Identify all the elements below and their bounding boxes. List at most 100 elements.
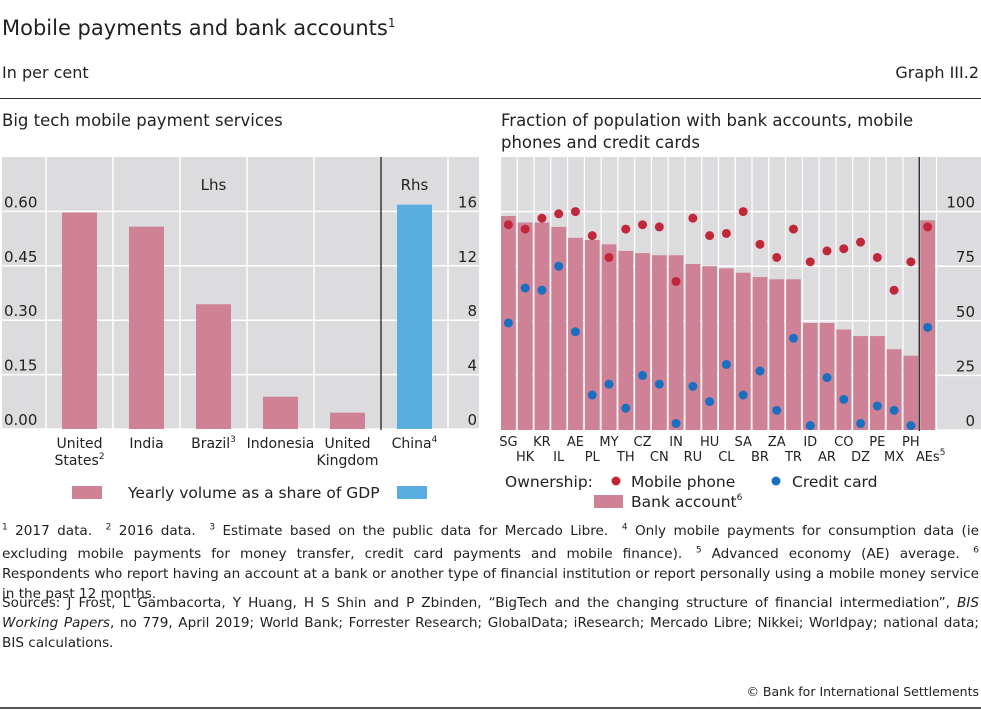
legend-credit-label: Credit card: [792, 473, 878, 491]
bank-account-bar-hk: [517, 222, 533, 430]
footnote-6: 6 Respondents who report having an accou…: [2, 545, 979, 603]
sources: Sources: J Frost, L Gambacorta, Y Huang,…: [2, 593, 979, 653]
credit-card-dot-aes: [923, 322, 933, 332]
bank-account-bar-in: [668, 255, 684, 430]
graph-id: Graph III.2: [895, 63, 979, 82]
rhs-tick-label: 12: [458, 248, 477, 266]
mobile-phone-dot-ph: [906, 257, 916, 267]
mobile-phone-dot-tr: [788, 224, 798, 234]
x-tick-label: KR: [533, 435, 551, 450]
x-tick-label: AEs5: [916, 448, 946, 465]
x-tick-label: Indonesia: [247, 436, 315, 452]
x-tick-label: States2: [54, 452, 104, 469]
bank-account-bar-dz: [853, 336, 868, 430]
bar-brazil: [196, 304, 231, 429]
mobile-phone-dot-ar: [822, 246, 832, 256]
x-tick-label: IN: [669, 435, 683, 450]
bank-account-bar-cl: [719, 268, 734, 430]
bar-china: [397, 204, 432, 429]
bank-account-bar-cz: [635, 253, 650, 430]
lhs-tick-label: 0.45: [4, 248, 37, 266]
bank-account-bar-id: [802, 322, 818, 430]
credit-card-dot-ar: [822, 373, 832, 383]
mobile-phone-dot-hu: [705, 231, 715, 241]
mobile-phone-dot-kr: [537, 213, 547, 223]
credit-card-dot-sa: [738, 390, 748, 400]
credit-card-dot-tr: [788, 333, 798, 343]
mobile-phone-dot-za: [772, 252, 782, 262]
lhs-axis-label: Lhs: [201, 176, 227, 194]
rhs-tick-label: 0: [467, 411, 477, 429]
bank-account-bar-kr: [534, 222, 550, 430]
rhs-axis-label: Rhs: [401, 176, 429, 194]
x-tick-label: HU: [700, 435, 719, 450]
lhs-tick-label: 0.30: [4, 302, 37, 320]
rhs-tick-label: 16: [458, 193, 477, 211]
mobile-phone-dot-pl: [587, 231, 597, 241]
x-tick-label: PL: [585, 450, 601, 465]
x-tick-label: CZ: [634, 435, 652, 450]
mobile-phone-dot-il: [554, 209, 564, 219]
x-tick-label: Brazil3: [191, 435, 236, 452]
credit-card-dot-cl: [721, 359, 731, 369]
rhs-tick-label: 8: [467, 302, 477, 320]
bank-account-bar-tr: [786, 279, 801, 430]
x-tick-label: CO: [834, 435, 853, 450]
x-tick-label: India: [129, 436, 163, 452]
credit-card-dot-pl: [587, 390, 597, 400]
mobile-phone-dot-co: [839, 244, 849, 254]
left-panel-title: Big tech mobile payment services: [2, 111, 283, 130]
bank-account-bar-hu: [702, 266, 718, 430]
x-tick-label: ZA: [768, 435, 786, 450]
credit-card-dot-il: [554, 261, 564, 271]
x-tick-label: TH: [616, 450, 635, 465]
mobile-phone-dot-id: [805, 257, 815, 267]
bar-india: [129, 226, 164, 429]
x-tick-label: TR: [784, 450, 802, 465]
legend-swatch-blue: [397, 486, 427, 499]
bank-account-bar-co: [836, 329, 852, 430]
credit-card-dot-my: [604, 379, 614, 389]
legend-mobile-dot: [611, 476, 621, 486]
mobile-phone-dot-my: [604, 252, 614, 262]
x-tick-label: PE: [869, 435, 885, 450]
mobile-phone-dot-th: [621, 224, 631, 234]
copyright: © Bank for International Settlements: [746, 684, 979, 699]
credit-card-dot-ph: [906, 421, 916, 431]
footnotes: 1 2017 data. 2 2016 data. 3 Estimate bas…: [2, 517, 979, 604]
graph-subtitle: In per cent: [2, 63, 89, 82]
bank-account-bar-pl: [584, 239, 600, 430]
sources-text: Sources: J Frost, L Gambacorta, Y Huang,…: [2, 595, 958, 611]
bank-account-bar-br: [752, 277, 768, 430]
credit-card-dot-id: [805, 421, 815, 431]
x-tick-label: MX: [884, 450, 904, 465]
credit-card-dot-ru: [688, 381, 698, 391]
y-tick-label: 50: [956, 303, 975, 321]
x-tick-label: PH: [902, 435, 920, 450]
x-tick-label: RU: [684, 450, 703, 465]
y-tick-label: 0: [965, 412, 975, 430]
mobile-phone-dot-ru: [688, 213, 698, 223]
x-tick-label: DZ: [851, 450, 870, 465]
mobile-phone-dot-br: [755, 239, 765, 249]
y-tick-label: 100: [946, 194, 975, 212]
credit-card-dot-dz: [856, 418, 866, 428]
bar-united: [62, 212, 97, 429]
x-tick-label: AR: [818, 450, 836, 465]
credit-card-dot-cz: [638, 370, 648, 380]
mobile-phone-dot-pe: [872, 252, 882, 262]
graph-title: Mobile payments and bank accounts1: [2, 16, 396, 40]
mobile-phone-dot-aes: [923, 222, 933, 232]
bar-united: [330, 412, 365, 429]
x-tick-label: CL: [718, 450, 735, 465]
bank-account-bar-ph: [903, 355, 919, 430]
lhs-tick-label: 0.15: [4, 357, 37, 375]
credit-card-dot-pe: [872, 401, 882, 411]
bottom-divider: [0, 707, 981, 709]
lhs-tick-label: 0.00: [4, 411, 37, 429]
sources-italic: BIS Working Papers: [2, 595, 979, 631]
divider: [0, 98, 981, 99]
x-tick-label: IL: [553, 450, 565, 465]
x-tick-label: United: [57, 436, 103, 452]
